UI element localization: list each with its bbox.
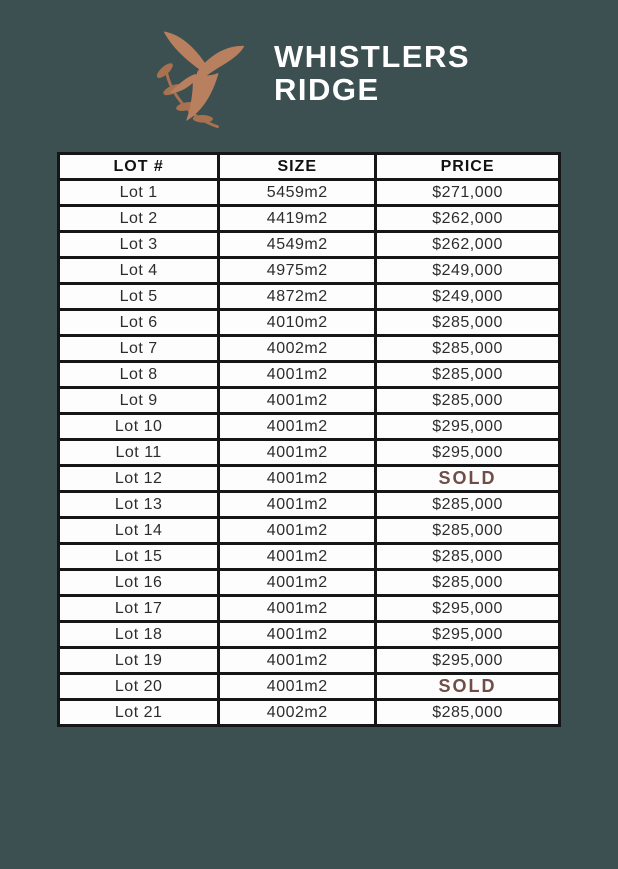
lot-cell: Lot 14 (56, 516, 221, 545)
price-cell: $285,000 (374, 490, 561, 519)
price-cell: $285,000 (374, 516, 561, 545)
price-cell: $271,000 (374, 178, 561, 207)
header-lot: LOT # (56, 152, 221, 181)
lot-cell: Lot 12 (56, 464, 221, 493)
table-row: Lot 15 4001m2 $285,000 (56, 542, 561, 571)
size-cell: 4001m2 (217, 438, 378, 467)
size-cell: 4001m2 (217, 360, 378, 389)
price-cell: $285,000 (374, 386, 561, 415)
size-cell: 4001m2 (217, 672, 378, 701)
size-cell: 4001m2 (217, 594, 378, 623)
size-cell: 4001m2 (217, 386, 378, 415)
price-cell: $285,000 (374, 568, 561, 597)
lot-cell: Lot 20 (56, 672, 221, 701)
price-cell: $249,000 (374, 282, 561, 311)
size-cell: 4549m2 (217, 230, 378, 259)
table-row: Lot 6 4010m2 $285,000 (56, 308, 561, 337)
price-cell: $285,000 (374, 698, 561, 727)
table-row: Lot 12 4001m2 SOLD (56, 464, 561, 493)
bird-with-branch-icon (156, 31, 245, 129)
price-cell: $285,000 (374, 334, 561, 363)
table-row: Lot 17 4001m2 $295,000 (56, 594, 561, 623)
price-cell: $295,000 (374, 438, 561, 467)
size-cell: 5459m2 (217, 178, 378, 207)
lot-cell: Lot 2 (56, 204, 221, 233)
lot-cell: Lot 6 (56, 308, 221, 337)
price-cell: $295,000 (374, 594, 561, 623)
lot-cell: Lot 8 (56, 360, 221, 389)
brand-line-2: RIDGE (273, 72, 380, 107)
size-cell: 4001m2 (217, 412, 378, 441)
lot-cell: Lot 18 (56, 620, 221, 649)
size-cell: 4872m2 (217, 282, 378, 311)
price-cell: $285,000 (374, 360, 561, 389)
table-row: Lot 2 4419m2 $262,000 (56, 204, 561, 233)
price-cell: $295,000 (374, 646, 561, 675)
price-cell: $285,000 (374, 542, 561, 571)
table-body: Lot 1 5459m2 $271,000 Lot 2 4419m2 $262,000 Lo… (56, 178, 561, 727)
table-row: Lot 20 4001m2 SOLD (56, 672, 561, 701)
table-row: Lot 4 4975m2 $249,000 (56, 256, 561, 285)
size-cell: 4010m2 (217, 308, 378, 337)
lot-cell: Lot 3 (56, 230, 221, 259)
size-cell: 4975m2 (217, 256, 378, 285)
price-cell: $262,000 (374, 230, 561, 259)
header-price: PRICE (374, 152, 561, 181)
price-cell: $249,000 (374, 256, 561, 285)
table-row: Lot 11 4001m2 $295,000 (56, 438, 561, 467)
price-cell: $285,000 (374, 308, 561, 337)
table-row: Lot 7 4002m2 $285,000 (56, 334, 561, 363)
size-cell: 4001m2 (217, 568, 378, 597)
lot-cell: Lot 1 (56, 178, 221, 207)
lot-cell: Lot 19 (56, 646, 221, 675)
table-row: Lot 1 5459m2 $271,000 (56, 178, 561, 207)
price-cell: SOLD (374, 464, 561, 493)
header-size: SIZE (217, 152, 378, 181)
lot-cell: Lot 5 (56, 282, 221, 311)
table-row: Lot 8 4001m2 $285,000 (56, 360, 561, 389)
brand-name: WHISTLERS RIDGE (274, 41, 470, 106)
lot-cell: Lot 13 (56, 490, 221, 519)
size-cell: 4419m2 (217, 204, 378, 233)
price-cell: SOLD (374, 672, 561, 701)
price-table-container: LOT # SIZE PRICE Lot 1 5459m2 $271,000 Lot … (56, 152, 561, 727)
logo: WHISTLERS RIDGE (0, 0, 618, 130)
size-cell: 4002m2 (217, 334, 378, 363)
lot-cell: Lot 16 (56, 568, 221, 597)
lot-cell: Lot 21 (56, 698, 221, 727)
size-cell: 4001m2 (217, 490, 378, 519)
table-row: Lot 3 4549m2 $262,000 (56, 230, 561, 259)
table-row: Lot 10 4001m2 $295,000 (56, 412, 561, 441)
size-cell: 4002m2 (217, 698, 378, 727)
size-cell: 4001m2 (217, 646, 378, 675)
size-cell: 4001m2 (217, 542, 378, 571)
lot-cell: Lot 10 (56, 412, 221, 441)
table-row: Lot 16 4001m2 $285,000 (56, 568, 561, 597)
size-cell: 4001m2 (217, 464, 378, 493)
table-row: Lot 13 4001m2 $285,000 (56, 490, 561, 519)
lot-cell: Lot 7 (56, 334, 221, 363)
price-table: LOT # SIZE PRICE Lot 1 5459m2 $271,000 Lot … (56, 152, 561, 727)
price-cell: $295,000 (374, 412, 561, 441)
lot-cell: Lot 15 (56, 542, 221, 571)
table-row: Lot 18 4001m2 $295,000 (56, 620, 561, 649)
table-row: Lot 14 4001m2 $285,000 (56, 516, 561, 545)
size-cell: 4001m2 (217, 516, 378, 545)
lot-cell: Lot 17 (56, 594, 221, 623)
table-row: Lot 21 4002m2 $285,000 (56, 698, 561, 727)
size-cell: 4001m2 (217, 620, 378, 649)
lot-cell: Lot 9 (56, 386, 221, 415)
table-row: Lot 9 4001m2 $285,000 (56, 386, 561, 415)
table-row: Lot 19 4001m2 $295,000 (56, 646, 561, 675)
price-cell: $295,000 (374, 620, 561, 649)
header-row: LOT # SIZE PRICE (56, 152, 561, 181)
brand-line-1: WHISTLERS (273, 39, 471, 75)
price-cell: $262,000 (374, 204, 561, 233)
lot-cell: Lot 11 (56, 438, 221, 467)
lot-cell: Lot 4 (56, 256, 221, 285)
table-row: Lot 5 4872m2 $249,000 (56, 282, 561, 311)
